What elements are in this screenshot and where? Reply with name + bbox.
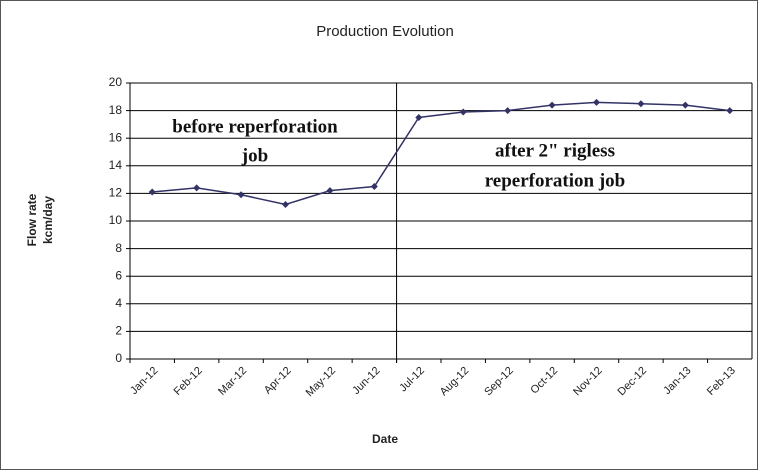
marker: [726, 107, 734, 115]
y-tick-label: 0: [115, 351, 122, 365]
marker: [637, 100, 645, 108]
y-tick-label: 10: [109, 213, 123, 227]
y-tick-label: 2: [115, 324, 122, 338]
annotation: after 2" rigless: [495, 140, 615, 161]
y-tick-label: 12: [109, 186, 123, 200]
x-axis-label: Date: [372, 432, 398, 446]
marker: [681, 101, 689, 109]
y-axis-label: Flow rate: [25, 193, 39, 246]
y-tick-label: 8: [115, 241, 122, 255]
marker: [326, 187, 334, 195]
marker: [459, 108, 467, 116]
y-tick-label: 16: [109, 130, 123, 144]
marker: [282, 200, 289, 208]
marker: [593, 98, 600, 106]
marker: [148, 188, 156, 196]
marker: [415, 114, 423, 121]
y-tick-label: 14: [109, 158, 123, 172]
y-tick-label: 6: [115, 268, 122, 282]
y-tick-label: 18: [109, 103, 123, 117]
marker: [504, 107, 512, 115]
annotation: job: [241, 145, 268, 166]
annotation: reperforation job: [485, 170, 626, 191]
y-tick-label: 20: [109, 75, 123, 89]
marker: [237, 191, 245, 199]
line: [152, 101, 730, 206]
marker: [370, 183, 378, 190]
annotation: before reperforation: [172, 116, 338, 137]
marker: [548, 101, 556, 109]
y-axis-label: kcm/day: [41, 196, 55, 244]
marker: [193, 184, 201, 192]
chart-title: Production Evolution: [316, 23, 454, 40]
y-tick-label: 4: [115, 296, 122, 310]
